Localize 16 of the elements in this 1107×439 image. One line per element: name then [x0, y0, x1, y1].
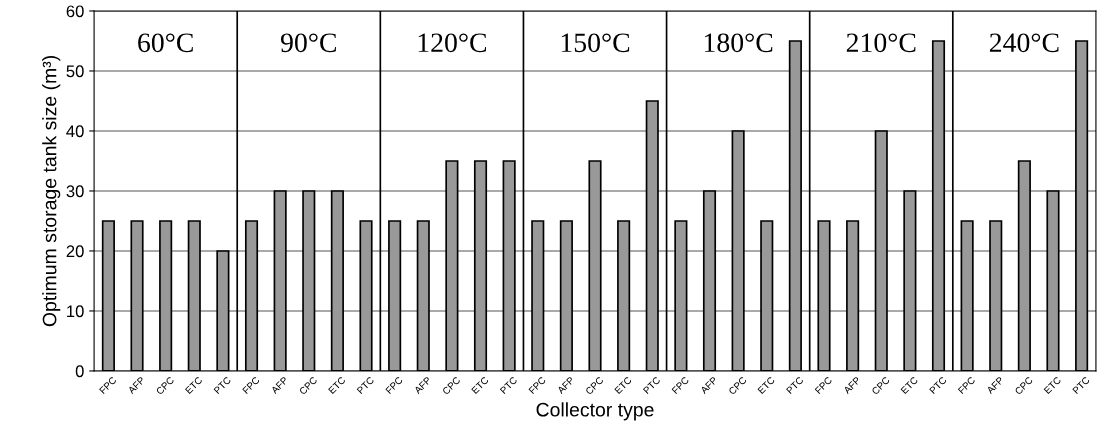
annotation: 120°C: [418, 33, 487, 53]
y-tick-label: 20: [66, 245, 84, 258]
annotation: 210°C: [846, 33, 916, 53]
y-tick-label: 40: [66, 125, 84, 138]
annotation: 240°C: [989, 33, 1059, 53]
y-tick-label: 50: [66, 65, 84, 78]
y-tick-label: 60: [66, 5, 84, 18]
annotation: 180°C: [704, 33, 773, 53]
y-tick-label: 30: [66, 185, 84, 198]
x-axis-title: Collector type: [536, 402, 654, 421]
annotation: 90°C: [280, 33, 336, 53]
annotation: 60°C: [138, 33, 193, 53]
y-axis-title: Optimum storage tank size (m³): [42, 56, 61, 327]
y-tick-label: 10: [67, 305, 84, 318]
y-tick-label: 0: [75, 365, 84, 378]
annotation: 150°C: [561, 33, 630, 53]
